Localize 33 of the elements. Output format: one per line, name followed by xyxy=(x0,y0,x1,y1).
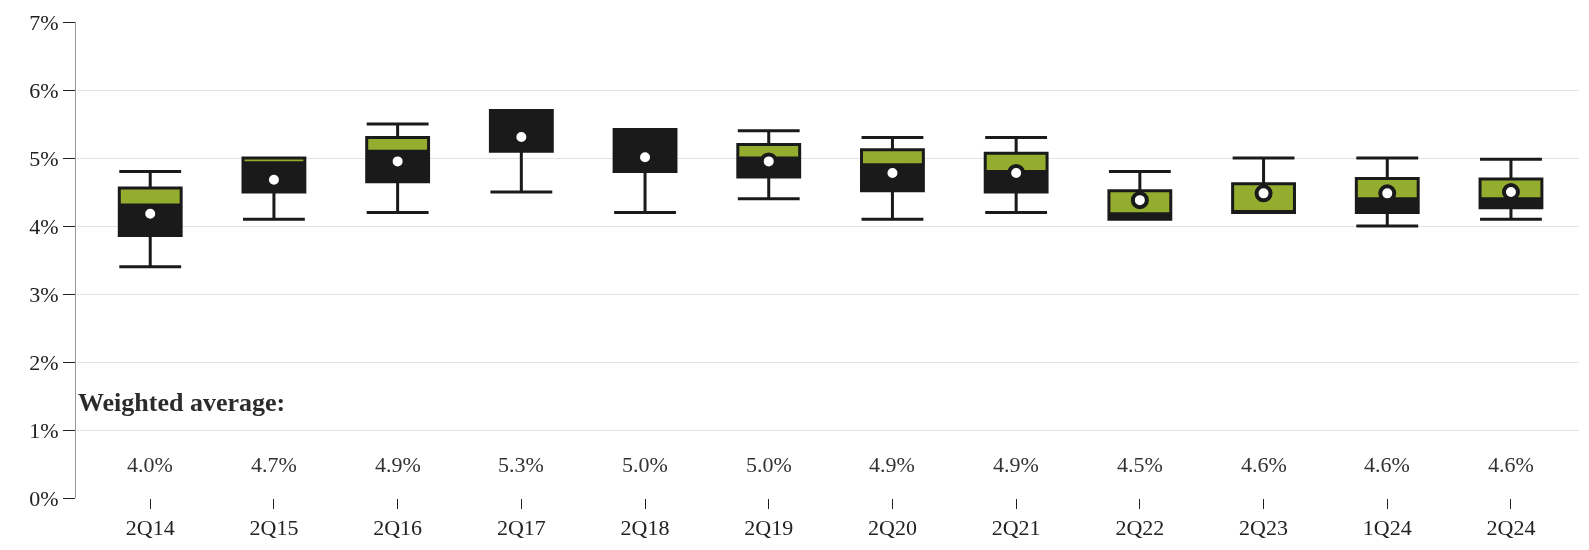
y-tick-label: 7% xyxy=(29,9,59,35)
annotation: 4.6% xyxy=(1364,452,1410,477)
x-tick-label: 1Q24 xyxy=(1362,515,1412,541)
x-tick-label: 2Q20 xyxy=(867,515,917,541)
x-tick-label: 2Q15 xyxy=(249,515,299,541)
x-tick-label: 2Q21 xyxy=(991,515,1041,541)
annotation: 4.7% xyxy=(251,452,297,477)
annotation: Weighted average: xyxy=(78,388,286,417)
annotation: 4.9% xyxy=(869,452,915,477)
annotation: 5.0% xyxy=(622,452,668,477)
y-tick-label: 0% xyxy=(29,485,59,511)
x-tick-label: 2Q19 xyxy=(744,515,794,541)
annotation: 5.3% xyxy=(498,452,544,477)
x-tick-label: 2Q18 xyxy=(620,515,670,541)
annotation: 5.0% xyxy=(746,452,792,477)
y-tick-label: 1% xyxy=(29,417,59,443)
y-tick-label: 2% xyxy=(29,349,59,375)
annotation: 4.5% xyxy=(1117,452,1163,477)
annotation: 4.9% xyxy=(375,452,421,477)
x-tick-label: 2Q23 xyxy=(1239,515,1289,541)
y-tick-label: 3% xyxy=(29,281,59,307)
x-tick-label: 2Q16 xyxy=(373,515,423,541)
x-tick-label: 2Q14 xyxy=(125,515,175,541)
x-tick-label: 2Q17 xyxy=(496,515,546,541)
annotation: 4.9% xyxy=(993,452,1039,477)
annotation: 4.6% xyxy=(1241,452,1287,477)
y-tick-label: 6% xyxy=(29,77,59,103)
annotation: 4.6% xyxy=(1488,452,1534,477)
annotation: 4.0% xyxy=(127,452,173,477)
y-tick-label: 5% xyxy=(29,145,59,171)
x-tick-label: 2Q22 xyxy=(1115,515,1165,541)
y-tick-label: 4% xyxy=(29,213,59,239)
x-tick-label: 2Q24 xyxy=(1486,515,1536,541)
